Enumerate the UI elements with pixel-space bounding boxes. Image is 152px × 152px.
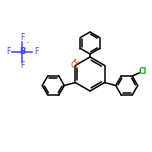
Text: F: F [20,33,24,43]
Text: B: B [19,47,25,57]
Text: O: O [71,61,77,70]
Text: ⁻: ⁻ [25,41,29,47]
Text: F: F [6,47,10,57]
Text: •: • [73,58,77,64]
Text: F: F [34,47,38,57]
Text: +: + [75,59,80,64]
Text: Cl: Cl [139,67,147,76]
Text: F: F [20,62,24,71]
